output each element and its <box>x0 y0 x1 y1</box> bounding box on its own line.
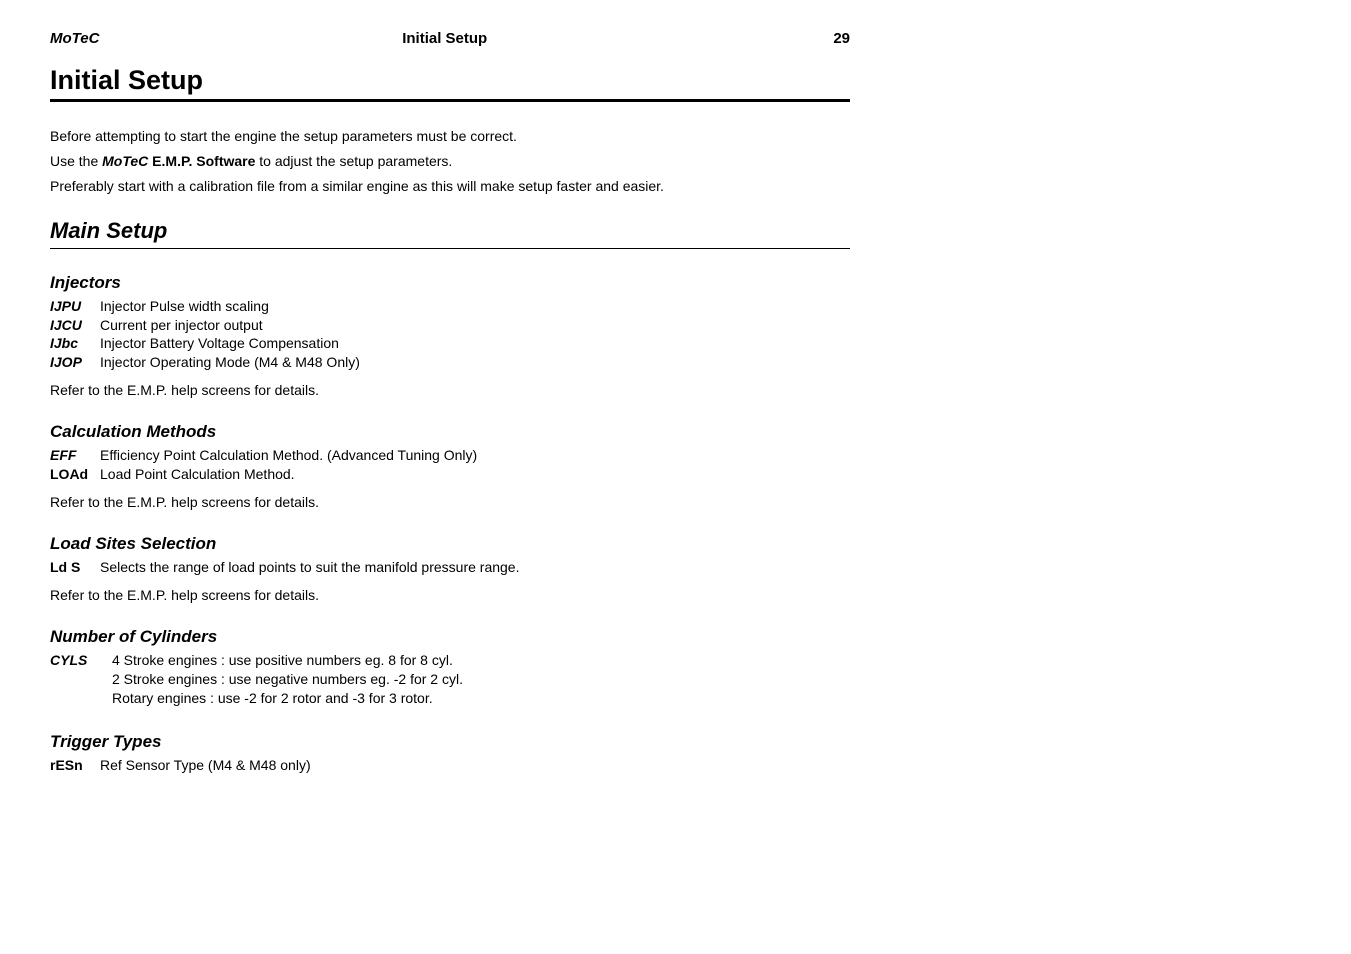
load-sites-list: Ld S Selects the range of load points to… <box>50 558 850 577</box>
def-term: Ld S <box>50 558 100 577</box>
cyls-line3: Rotary engines : use -2 for 2 rotor and … <box>112 690 433 706</box>
def-desc: Load Point Calculation Method. <box>100 465 850 484</box>
def-row: LOAd Load Point Calculation Method. <box>50 465 850 484</box>
def-row: rESn Ref Sensor Type (M4 & M48 only) <box>50 756 850 775</box>
def-desc: 4 Stroke engines : use positive numbers … <box>112 651 850 708</box>
def-term: rESn <box>50 756 100 775</box>
load-sites-refer: Refer to the E.M.P. help screens for det… <box>50 587 850 603</box>
intro-p2-brand: MoTeC <box>102 153 148 169</box>
trigger-types-list: rESn Ref Sensor Type (M4 & M48 only) <box>50 756 850 775</box>
injectors-heading: Injectors <box>50 273 850 293</box>
page-header: MoTeC Initial Setup 29 <box>50 30 850 47</box>
def-row: CYLS 4 Stroke engines : use positive num… <box>50 651 850 708</box>
cyls-line1: 4 Stroke engines : use positive numbers … <box>112 652 453 668</box>
calc-methods-list: EFF Efficiency Point Calculation Method.… <box>50 446 850 484</box>
def-row: Ld S Selects the range of load points to… <box>50 558 850 577</box>
def-row: IJPU Injector Pulse width scaling <box>50 297 850 316</box>
intro-p2-pre: Use the <box>50 153 102 169</box>
def-desc: Selects the range of load points to suit… <box>100 558 850 577</box>
def-term: IJCU <box>50 316 100 335</box>
def-term: IJbc <box>50 334 100 353</box>
injectors-list: IJPU Injector Pulse width scaling IJCU C… <box>50 297 850 373</box>
intro-p2-software: E.M.P. Software <box>148 153 255 169</box>
def-desc: Current per injector output <box>100 316 850 335</box>
intro-para-1: Before attempting to start the engine th… <box>50 127 850 146</box>
main-setup-heading: Main Setup <box>50 218 850 249</box>
def-desc: Ref Sensor Type (M4 & M48 only) <box>100 756 850 775</box>
def-row: IJCU Current per injector output <box>50 316 850 335</box>
load-sites-heading: Load Sites Selection <box>50 534 850 554</box>
def-row: IJOP Injector Operating Mode (M4 & M48 O… <box>50 353 850 372</box>
def-term: IJPU <box>50 297 100 316</box>
header-page-number: 29 <box>790 30 850 47</box>
def-term: EFF <box>50 446 100 465</box>
intro-p2-post: to adjust the setup parameters. <box>255 153 452 169</box>
def-desc: Injector Operating Mode (M4 & M48 Only) <box>100 353 850 372</box>
num-cylinders-heading: Number of Cylinders <box>50 627 850 647</box>
def-term: CYLS <box>50 651 112 670</box>
cyls-line2: 2 Stroke engines : use negative numbers … <box>112 671 463 687</box>
def-term: IJOP <box>50 353 100 372</box>
def-row: IJbc Injector Battery Voltage Compensati… <box>50 334 850 353</box>
def-term: LOAd <box>50 465 100 484</box>
trigger-types-heading: Trigger Types <box>50 732 850 752</box>
def-desc: Injector Pulse width scaling <box>100 297 850 316</box>
document-page: MoTeC Initial Setup 29 Initial Setup Bef… <box>0 0 900 804</box>
page-title: Initial Setup <box>50 65 850 102</box>
injectors-refer: Refer to the E.M.P. help screens for det… <box>50 382 850 398</box>
header-section-title: Initial Setup <box>99 30 790 47</box>
def-desc: Injector Battery Voltage Compensation <box>100 334 850 353</box>
intro-para-2: Use the MoTeC E.M.P. Software to adjust … <box>50 152 850 171</box>
intro-para-3: Preferably start with a calibration file… <box>50 177 850 196</box>
def-row: EFF Efficiency Point Calculation Method.… <box>50 446 850 465</box>
num-cylinders-list: CYLS 4 Stroke engines : use positive num… <box>50 651 850 708</box>
calc-methods-refer: Refer to the E.M.P. help screens for det… <box>50 494 850 510</box>
header-brand: MoTeC <box>50 30 99 47</box>
calc-methods-heading: Calculation Methods <box>50 422 850 442</box>
def-desc: Efficiency Point Calculation Method. (Ad… <box>100 446 850 465</box>
